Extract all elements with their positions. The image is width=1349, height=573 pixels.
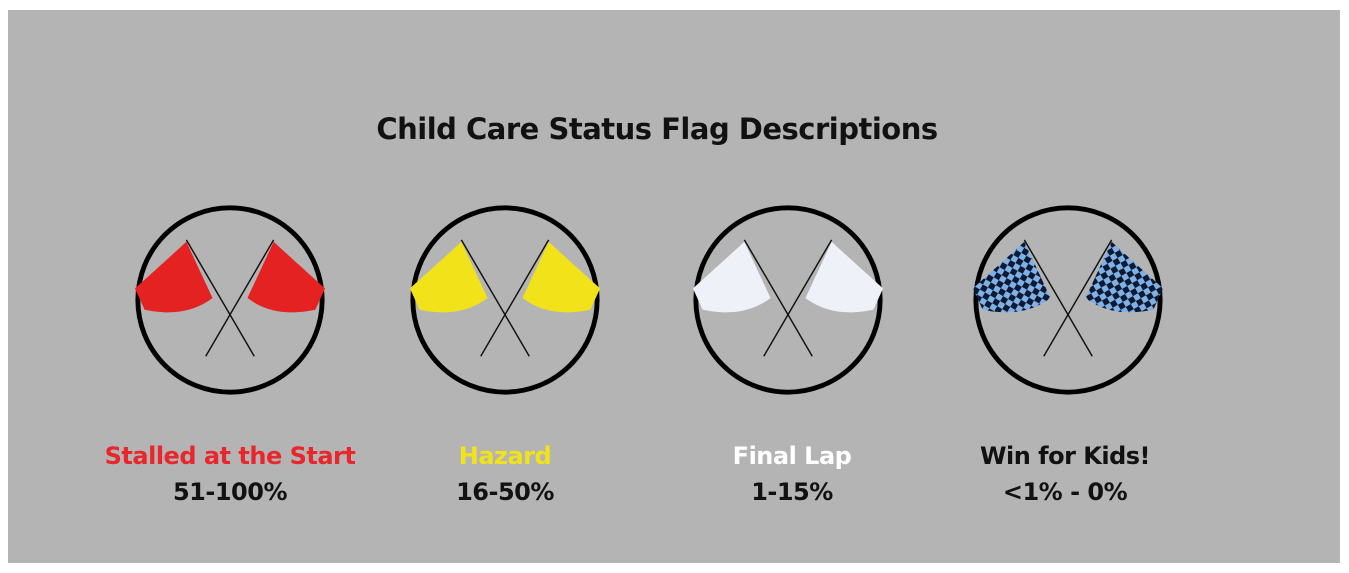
- checkered-flags-icon: [973, 208, 1163, 392]
- page: Child Care Status Flag Descriptions Stal…: [0, 0, 1349, 573]
- flag-range: 51-100%: [80, 478, 380, 506]
- white-flags-icon: [693, 208, 883, 392]
- flag-label: Hazard: [355, 442, 655, 470]
- yellow-flags-icon: [410, 208, 600, 392]
- red-flags-icon: [135, 208, 325, 392]
- flag-range: 1-15%: [642, 478, 942, 506]
- flag-range: <1% - 0%: [915, 478, 1215, 506]
- flag-range: 16-50%: [355, 478, 655, 506]
- flag-label: Stalled at the Start: [80, 442, 380, 470]
- flag-label: Win for Kids!: [915, 442, 1215, 470]
- flag-label: Final Lap: [642, 442, 942, 470]
